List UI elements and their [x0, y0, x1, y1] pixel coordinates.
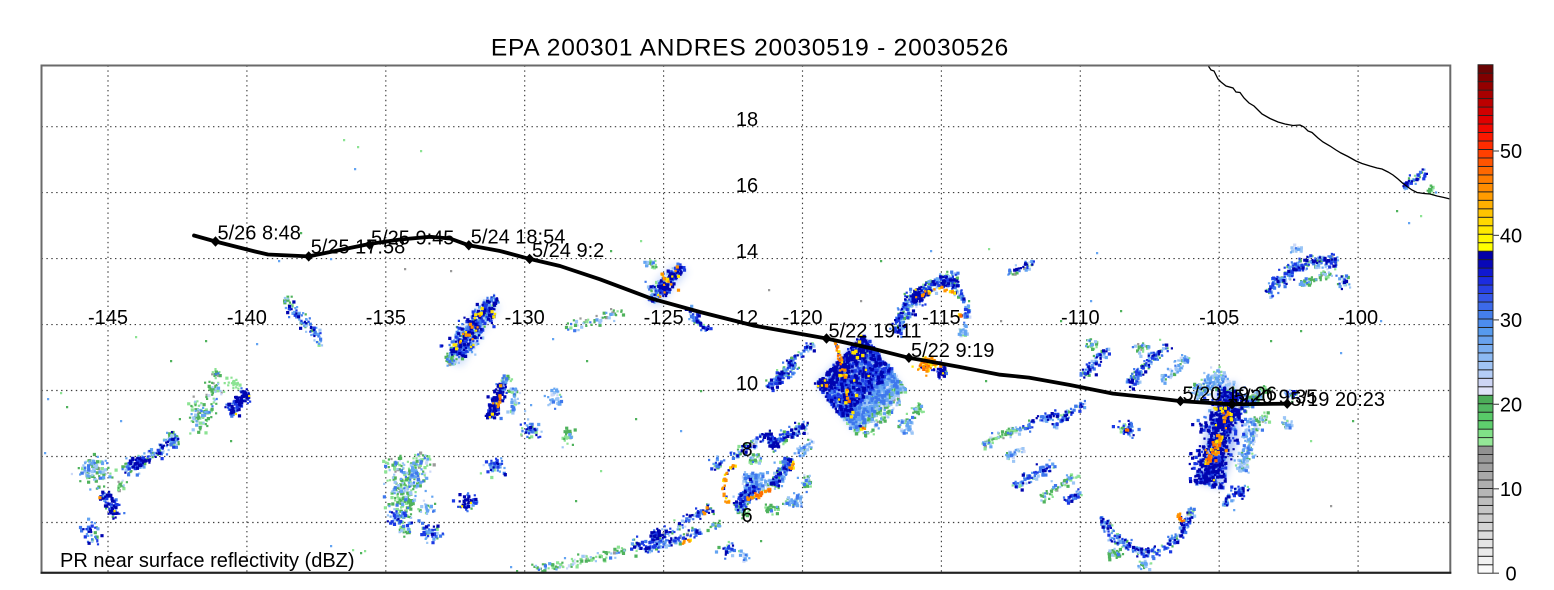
svg-text:-120: -120 [782, 307, 822, 329]
svg-text:0: 0 [1505, 563, 1516, 585]
svg-text:14: 14 [736, 241, 758, 263]
svg-text:-105: -105 [1199, 307, 1239, 329]
svg-text:5/22 9:19: 5/22 9:19 [911, 340, 994, 362]
svg-text:18: 18 [736, 109, 758, 131]
svg-text:50: 50 [1500, 141, 1522, 163]
svg-text:12: 12 [736, 307, 758, 329]
svg-text:-100: -100 [1338, 307, 1378, 329]
svg-text:5/26 8:48: 5/26 8:48 [218, 223, 301, 245]
svg-text:10: 10 [1500, 479, 1522, 501]
svg-text:5/20 9:35: 5/20 9:35 [1234, 386, 1317, 408]
svg-text:5/25 9:45: 5/25 9:45 [371, 228, 454, 250]
svg-text:6: 6 [741, 505, 752, 527]
svg-text:EPA 200301 ANDRES 20030519 - 2: EPA 200301 ANDRES 20030519 - 20030526 [491, 35, 1009, 62]
svg-text:PR near surface reflectivity (: PR near surface reflectivity (dBZ) [60, 550, 355, 572]
svg-text:-110: -110 [1061, 307, 1100, 329]
svg-text:40: 40 [1500, 226, 1522, 248]
svg-text:5/22 19:11: 5/22 19:11 [829, 321, 922, 343]
svg-text:-115: -115 [922, 307, 961, 329]
svg-text:-145: -145 [88, 307, 128, 329]
svg-text:-130: -130 [505, 307, 545, 329]
svg-text:-140: -140 [227, 307, 267, 329]
svg-text:5/24 18:54: 5/24 18:54 [471, 226, 566, 248]
svg-text:-125: -125 [644, 307, 684, 329]
svg-text:10: 10 [736, 373, 758, 395]
svg-text:5/19 20:23: 5/19 20:23 [1291, 389, 1386, 411]
svg-text:5/20 19:26: 5/20 19:26 [1183, 384, 1278, 406]
svg-text:-135: -135 [366, 307, 406, 329]
svg-text:16: 16 [736, 175, 758, 197]
svg-text:5/25 17:58: 5/25 17:58 [311, 237, 406, 259]
svg-text:5/24 9:2: 5/24 9:2 [532, 240, 604, 262]
svg-text:30: 30 [1500, 310, 1522, 332]
svg-text:20: 20 [1500, 395, 1522, 417]
svg-text:8: 8 [741, 439, 752, 461]
